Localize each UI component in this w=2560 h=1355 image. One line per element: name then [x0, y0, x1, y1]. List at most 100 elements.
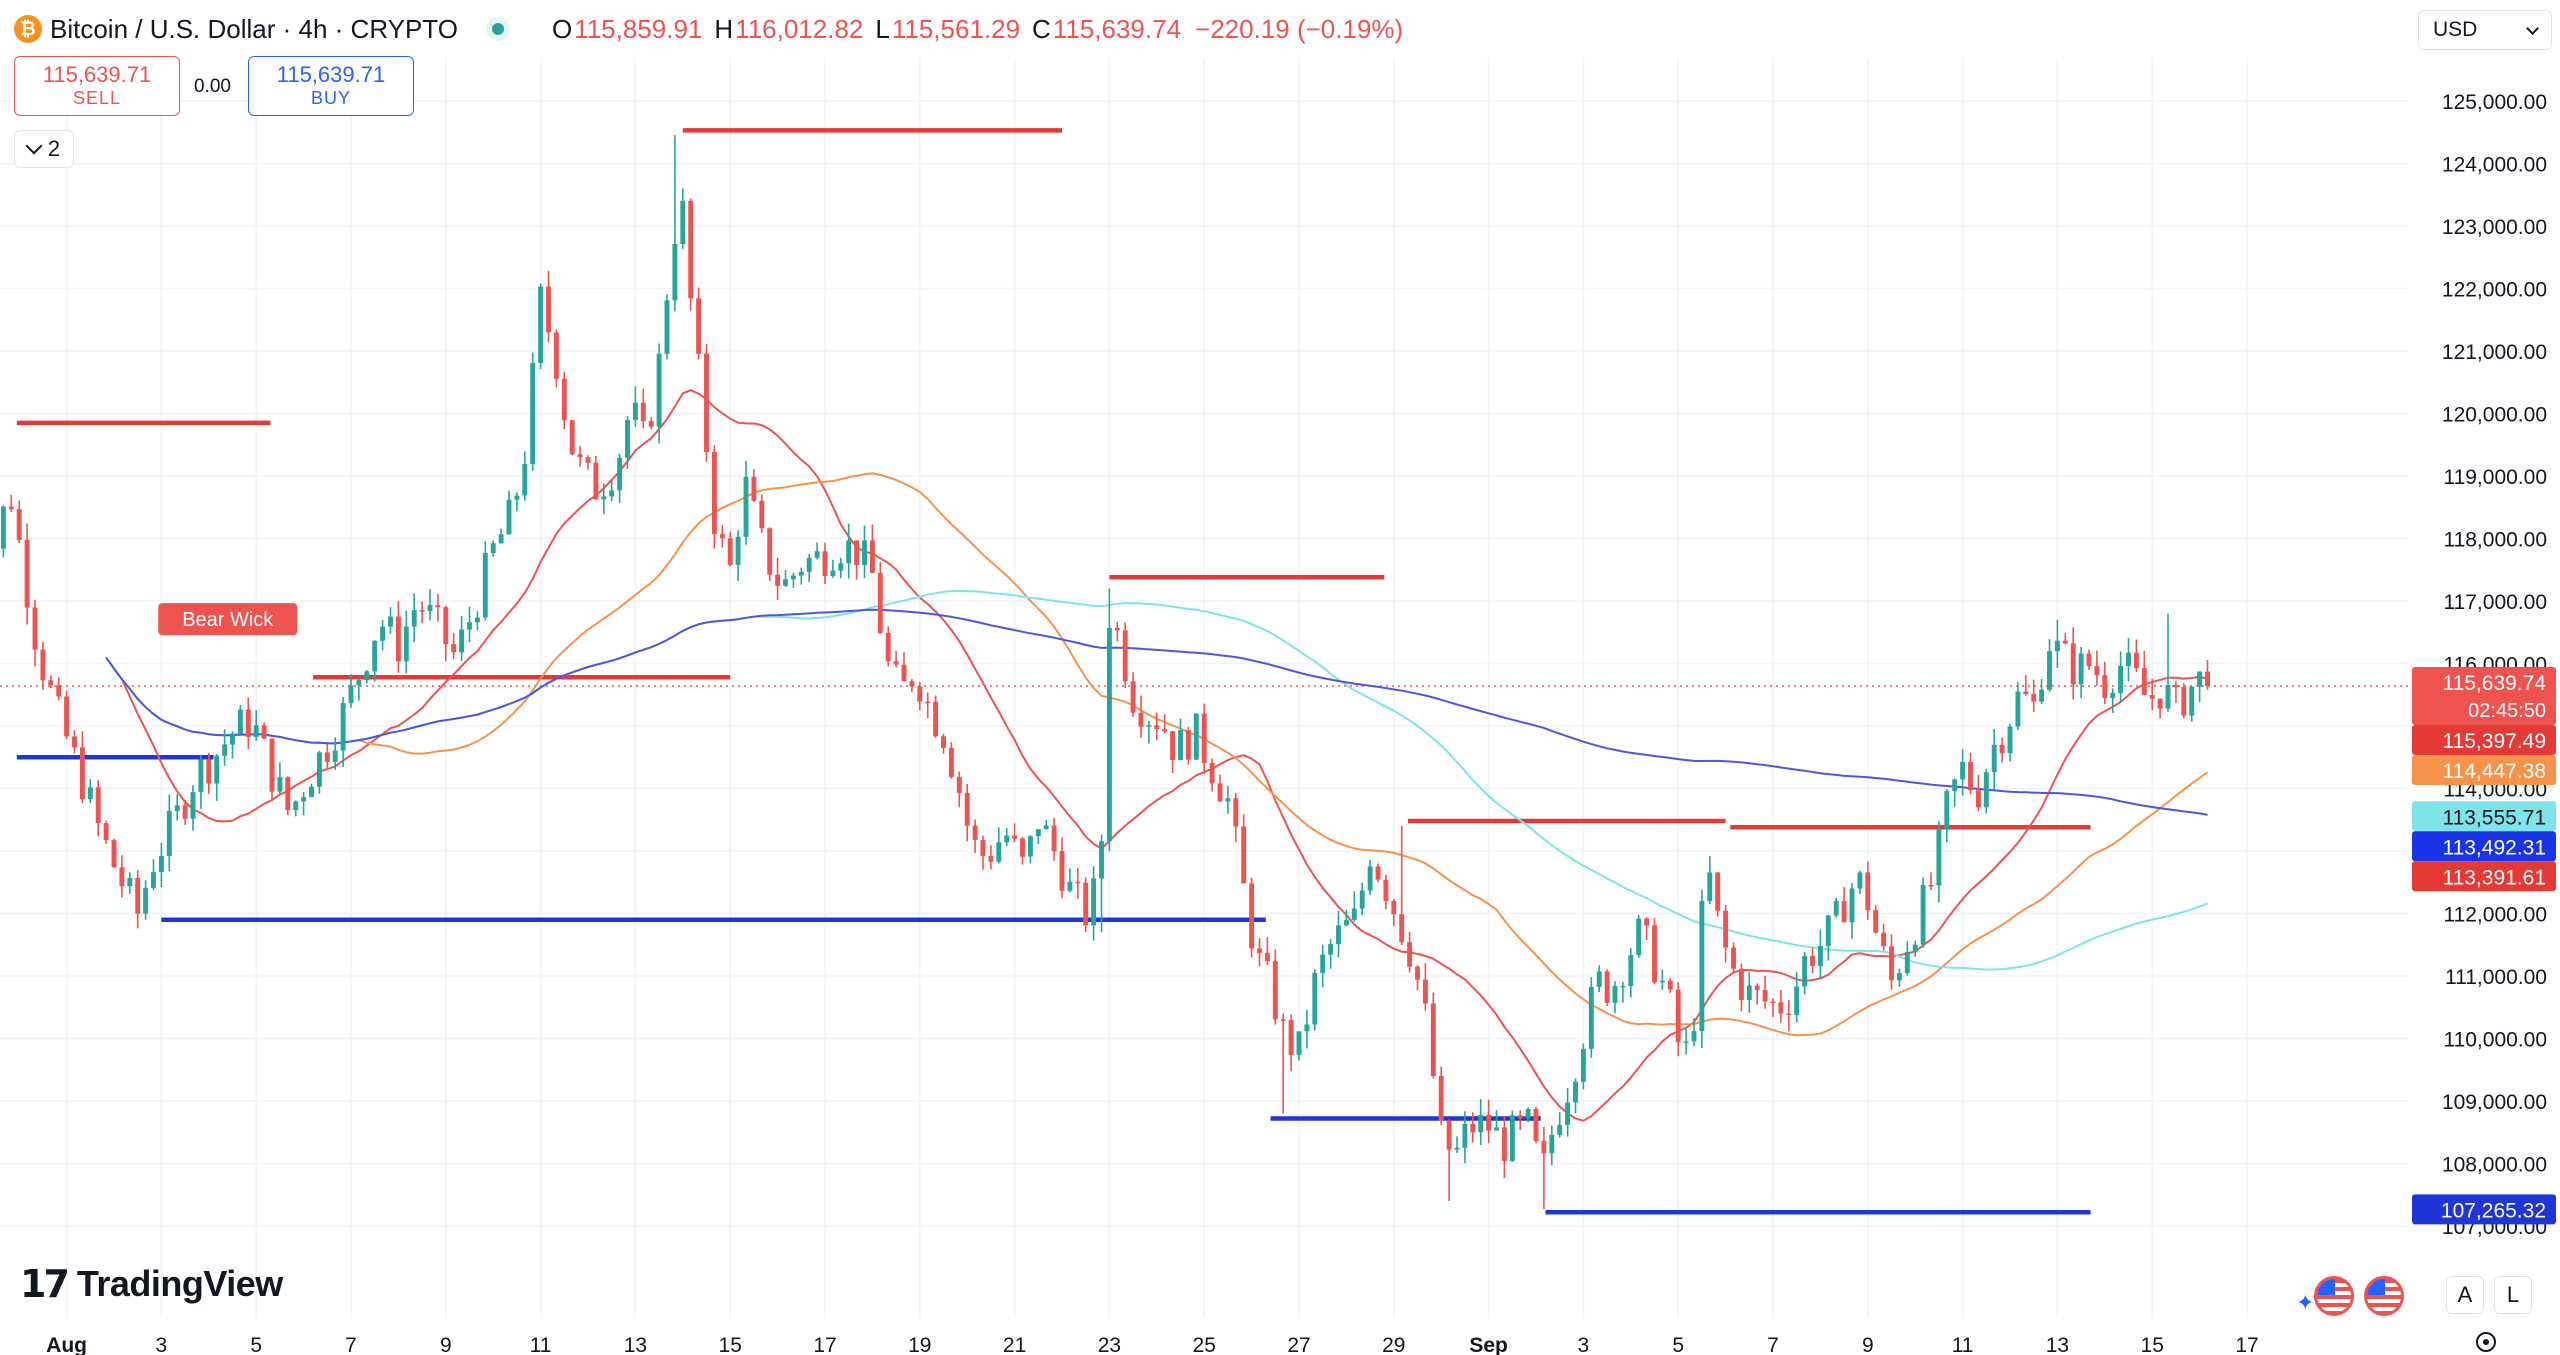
- candle-body: [838, 563, 844, 571]
- candle-body: [1983, 772, 1989, 808]
- candle-body: [1746, 985, 1752, 1001]
- candle-body: [759, 500, 765, 529]
- candle-body: [48, 680, 54, 686]
- candle-body: [490, 543, 496, 553]
- price-label-box: [2412, 861, 2556, 892]
- candle-body: [601, 496, 607, 500]
- chevron-down-icon: [2526, 22, 2539, 35]
- candle-body: [2149, 695, 2155, 699]
- candle-body: [1889, 946, 1894, 981]
- price-label-text: 107,265.32: [2441, 1199, 2546, 1222]
- candle-body: [1288, 1019, 1294, 1056]
- candle-body: [56, 685, 62, 697]
- candle-body: [1691, 1031, 1697, 1042]
- candle-body: [1280, 1019, 1286, 1021]
- candle-body: [593, 462, 599, 500]
- us-flag-icon[interactable]: [2364, 1276, 2404, 1316]
- candle-body: [79, 747, 85, 800]
- candle-body: [1225, 798, 1231, 802]
- candle-body: [1533, 1109, 1539, 1142]
- price-tick-label: 117,000.00: [2443, 591, 2547, 614]
- candle-body: [380, 626, 386, 641]
- candle-body: [198, 759, 204, 793]
- time-tick-label: 7: [1767, 1334, 1779, 1355]
- candle-body: [1810, 956, 1815, 967]
- candle-body: [1833, 901, 1839, 916]
- candle-body: [474, 617, 480, 623]
- candle-body: [2118, 665, 2124, 693]
- candle-body: [1336, 925, 1341, 945]
- candle-body: [293, 801, 299, 811]
- candle-body: [1565, 1102, 1571, 1125]
- candle-body: [1517, 1115, 1523, 1119]
- price-label-text: 113,391.61: [2442, 866, 2546, 889]
- candle-body: [127, 877, 133, 887]
- candle-body: [1083, 882, 1089, 926]
- tradingview-logo[interactable]: 17 TradingView: [20, 1262, 283, 1306]
- time-tick-label: 17: [2235, 1334, 2258, 1355]
- candle-body: [869, 540, 875, 573]
- time-tick-label: 29: [1382, 1334, 1405, 1355]
- candle-body: [696, 298, 702, 354]
- candle-body: [1217, 783, 1223, 802]
- candle-body: [2197, 671, 2203, 687]
- candle-body: [1351, 908, 1357, 920]
- gear-icon[interactable]: [2476, 1332, 2496, 1352]
- tradingview-wordmark: TradingView: [76, 1263, 283, 1304]
- candle-body: [617, 457, 623, 491]
- candle-body: [846, 540, 852, 564]
- candle-body: [1391, 900, 1397, 915]
- candle-body: [1446, 1120, 1452, 1150]
- time-tick-label: 5: [1672, 1334, 1684, 1355]
- candle-body: [158, 856, 164, 873]
- time-tick-label: 9: [1862, 1334, 1874, 1355]
- price-tick-label: 119,000.00: [2443, 466, 2547, 489]
- log-scale-label: L: [2506, 1282, 2520, 1307]
- candle-body: [1825, 915, 1831, 947]
- price-axis-labels: 115,639.74 02:45:50 115,397.49 114,447.38 11…: [2412, 667, 2556, 1225]
- candle-body: [996, 842, 1002, 862]
- candle-body: [1320, 954, 1326, 973]
- sell-button[interactable]: 115,639.71 SELL: [14, 56, 180, 116]
- candle-body: [1644, 918, 1650, 926]
- candle-body: [941, 736, 946, 748]
- candle-body: [1612, 986, 1618, 1003]
- candle-body: [1652, 925, 1657, 983]
- indicators-count: 2: [47, 136, 61, 161]
- currency-select[interactable]: USD: [2418, 10, 2552, 50]
- candle-body: [704, 353, 709, 452]
- candle-body: [917, 686, 923, 702]
- buy-price: 115,639.71: [276, 62, 386, 87]
- candle-body: [1359, 890, 1365, 909]
- candle-body: [1975, 790, 1981, 808]
- candle-body: [1091, 878, 1097, 926]
- candle-body: [1557, 1124, 1563, 1135]
- candle-body: [885, 632, 891, 662]
- candle-body: [103, 823, 109, 841]
- candle-body: [388, 616, 393, 627]
- candle-body: [609, 490, 615, 497]
- price-tick-label: 110,000.00: [2443, 1029, 2547, 1052]
- candle-body: [277, 777, 283, 792]
- log-scale-button[interactable]: L: [2494, 1276, 2532, 1314]
- auto-scale-button[interactable]: A: [2446, 1276, 2484, 1314]
- candle-body: [459, 629, 465, 653]
- countdown-text: 02:45:50: [2468, 700, 2546, 722]
- buy-button[interactable]: 115,639.71 BUY: [248, 56, 414, 116]
- candle-body: [1620, 985, 1626, 988]
- candle-body: [1170, 731, 1176, 761]
- indicators-toggle-button[interactable]: 2: [14, 130, 74, 168]
- candle-body: [1146, 725, 1152, 727]
- us-flag-icon[interactable]: [2314, 1276, 2354, 1316]
- tradingview-logo-icon: 17: [20, 1262, 70, 1306]
- candle-body: [877, 572, 883, 633]
- time-tick-label: 15: [2141, 1334, 2164, 1355]
- candle-body: [767, 528, 773, 575]
- symbol-title[interactable]: Bitcoin / U.S. Dollar · 4h · CRYPTO: [50, 13, 458, 44]
- candle-body: [1407, 942, 1413, 967]
- candle-body: [1841, 901, 1847, 923]
- candle-body: [2181, 686, 2187, 716]
- candle-body: [1312, 972, 1318, 1025]
- time-tick-label: 13: [624, 1334, 647, 1355]
